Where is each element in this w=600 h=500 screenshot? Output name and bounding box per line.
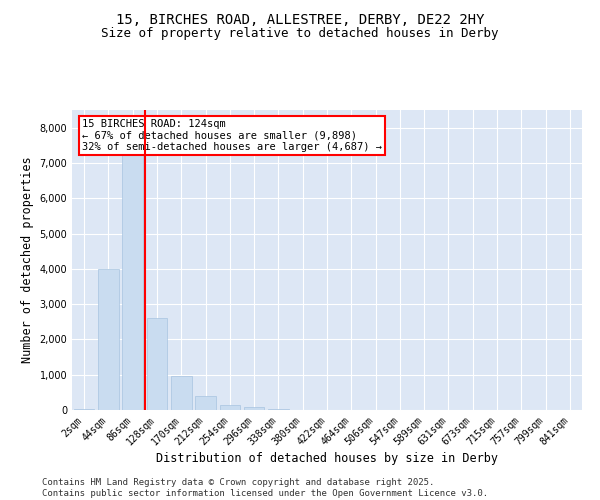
- Bar: [220, 406, 240, 410]
- Bar: [98, 269, 119, 410]
- Text: Size of property relative to detached houses in Derby: Size of property relative to detached ho…: [101, 28, 499, 40]
- Text: 15, BIRCHES ROAD, ALLESTREE, DERBY, DE22 2HY: 15, BIRCHES ROAD, ALLESTREE, DERBY, DE22…: [116, 12, 484, 26]
- Bar: [74, 409, 94, 410]
- Text: 15 BIRCHES ROAD: 124sqm
← 67% of detached houses are smaller (9,898)
32% of semi: 15 BIRCHES ROAD: 124sqm ← 67% of detache…: [82, 119, 382, 152]
- X-axis label: Distribution of detached houses by size in Derby: Distribution of detached houses by size …: [156, 452, 498, 466]
- Bar: [146, 318, 167, 410]
- Bar: [195, 396, 216, 410]
- Bar: [171, 376, 191, 410]
- Y-axis label: Number of detached properties: Number of detached properties: [21, 156, 34, 364]
- Text: Contains HM Land Registry data © Crown copyright and database right 2025.
Contai: Contains HM Land Registry data © Crown c…: [42, 478, 488, 498]
- Bar: [122, 146, 143, 410]
- Bar: [244, 407, 265, 410]
